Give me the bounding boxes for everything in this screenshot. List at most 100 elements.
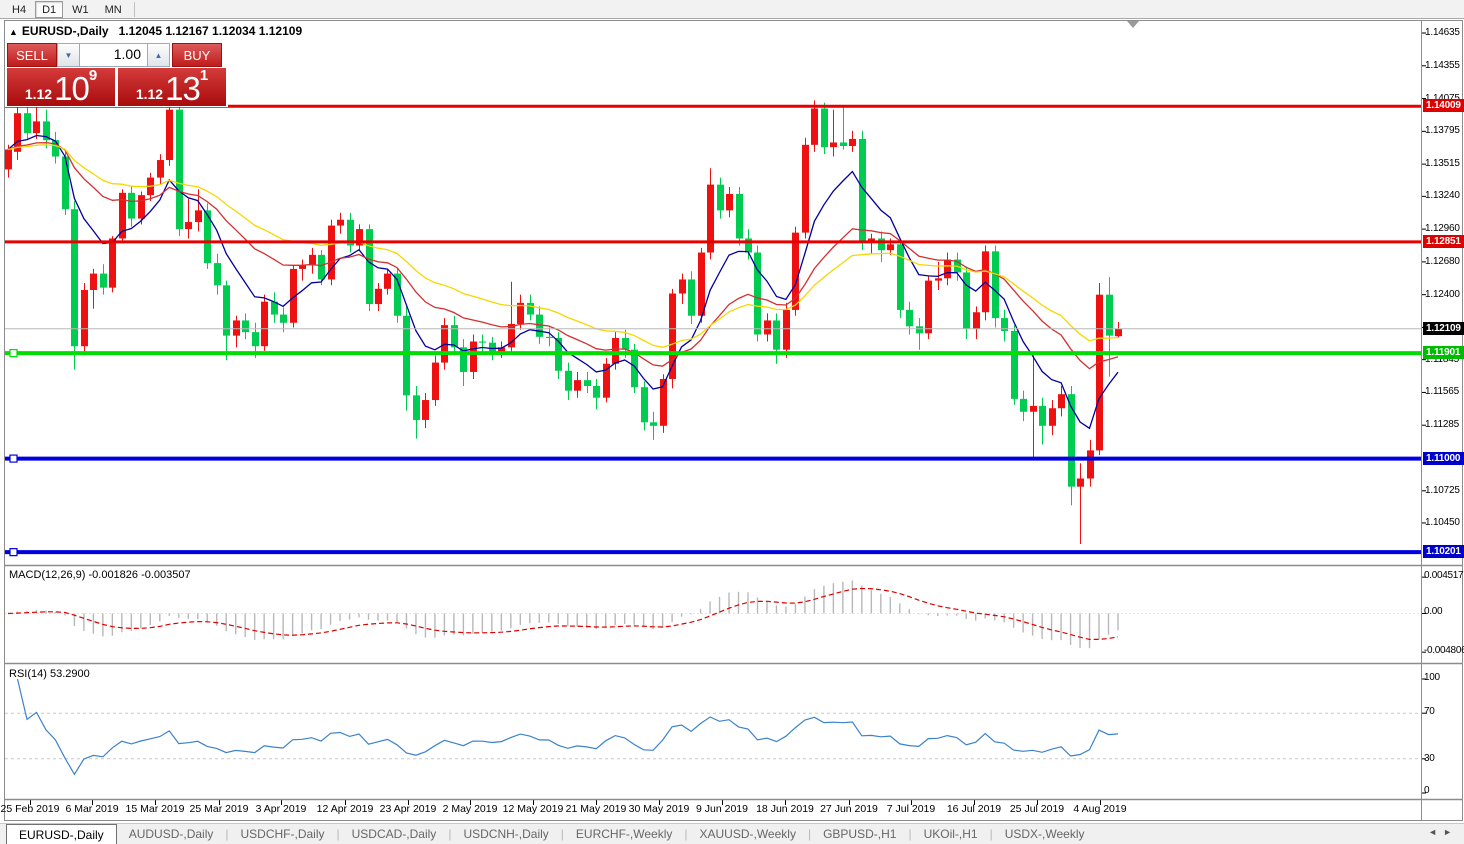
buy-price-box[interactable]: 1.12 13 1 xyxy=(118,68,226,106)
tab-separator: | xyxy=(908,827,912,841)
macd-values: -0.001826 -0.003507 xyxy=(88,569,191,581)
tab-separator: | xyxy=(989,827,993,841)
timeframe-mn-button[interactable]: MN xyxy=(98,1,129,18)
date-axis-label: 6 Mar 2019 xyxy=(65,803,119,815)
chart-tab-eurusd-daily[interactable]: EURUSD-,Daily xyxy=(6,824,117,844)
chart-tab-eurchf-weekly[interactable]: EURCHF-,Weekly xyxy=(575,827,673,841)
chart-symbol-period: EURUSD-,Daily xyxy=(21,24,109,38)
volume-decrease-button[interactable]: ▼ xyxy=(57,43,80,67)
price-level-label: 1.10201 xyxy=(1423,545,1464,559)
date-axis-label: 9 Jun 2019 xyxy=(696,803,748,815)
rsi-value: 53.2900 xyxy=(49,668,90,680)
rsi-scale-0: 0 xyxy=(1424,785,1430,796)
tab-separator: | xyxy=(336,827,340,841)
price-axis-tick: 1.14355 xyxy=(1425,59,1460,71)
tab-separator: | xyxy=(560,827,564,841)
macd-title: MACD(12,26,9) xyxy=(9,569,86,581)
rsi-scale-100: 100 xyxy=(1424,672,1440,683)
date-axis-label: 25 Mar 2019 xyxy=(189,803,249,815)
date-axis-label: 23 Apr 2019 xyxy=(379,803,437,815)
panel-borders xyxy=(5,21,1462,820)
chart-tab-xauusd-weekly[interactable]: XAUUSD-,Weekly xyxy=(699,827,796,841)
date-axis-label: 16 Jul 2019 xyxy=(946,803,1002,815)
chevron-up-icon: ▲ xyxy=(154,50,163,60)
chart-tabs-bar: EURUSD-,Daily AUDUSD-,Daily | USDCHF-,Daily… xyxy=(0,823,1464,844)
sell-button[interactable]: SELL xyxy=(7,43,57,67)
sell-price-prefix: 1.12 xyxy=(24,86,53,102)
rsi-scale-70: 70 xyxy=(1424,706,1435,717)
date-axis-label: 4 Aug 2019 xyxy=(1073,803,1127,815)
buy-price-prefix: 1.12 xyxy=(135,86,164,102)
price-axis-tick: 1.10450 xyxy=(1425,516,1460,528)
date-axis-label: 15 Mar 2019 xyxy=(125,803,185,815)
timeframe-toolbar: H4 D1 W1 MN xyxy=(0,0,1464,19)
date-axis-label: 25 Jul 2019 xyxy=(1009,803,1065,815)
date-axis-label: 27 Jun 2019 xyxy=(820,803,878,815)
price-axis-tick: 1.12960 xyxy=(1425,223,1460,235)
price-axis-tick: 1.10725 xyxy=(1425,484,1460,496)
one-click-trading-panel: SELL ▼ 1.00 ▲ BUY 1.12 10 9 1.12 13 1 xyxy=(5,41,228,107)
price-axis-tick: 1.12680 xyxy=(1425,255,1460,267)
price-axis-tick: 1.11845 xyxy=(1425,353,1460,365)
price-axis-tick: 1.14075 xyxy=(1425,92,1460,104)
toolbar-separator xyxy=(133,1,135,17)
rsi-layer xyxy=(5,678,1426,794)
chart-tab-usdx-weekly[interactable]: USDX-,Weekly xyxy=(1004,827,1085,841)
date-axis-label: 2 May 2019 xyxy=(442,803,498,815)
price-axis-tick: 1.13240 xyxy=(1425,190,1460,202)
rsi-title: RSI(14) xyxy=(9,668,47,680)
date-axis-label: 30 May 2019 xyxy=(628,803,690,815)
chart-window-frame xyxy=(4,20,1463,821)
date-axis-label: 7 Jul 2019 xyxy=(886,803,936,815)
chart-ohlc-values: 1.12045 1.12167 1.12034 1.12109 xyxy=(118,24,303,38)
sell-price-sup: 9 xyxy=(88,67,98,84)
price-level-label: 1.11901 xyxy=(1423,346,1464,360)
volume-input[interactable]: 1.00 xyxy=(80,43,147,67)
timeframe-h4-button[interactable]: H4 xyxy=(5,1,33,18)
timeframe-d1-button[interactable]: D1 xyxy=(35,0,64,18)
tabs-navigation: ◄► xyxy=(1428,827,1458,837)
date-axis-label: 25 Feb 2019 xyxy=(0,803,60,815)
volume-increase-button[interactable]: ▲ xyxy=(147,43,170,67)
chart-tab-audusd-daily[interactable]: AUDUSD-,Daily xyxy=(128,827,214,841)
moving-averages-layer xyxy=(7,134,1119,430)
chart-tab-usdchf-daily[interactable]: USDCHF-,Daily xyxy=(240,827,325,841)
date-axis-label: 3 Apr 2019 xyxy=(255,803,307,815)
macd-layer xyxy=(5,576,1426,653)
macd-scale-max: 0.004517 xyxy=(1424,570,1464,581)
chart-tab-usdcad-daily[interactable]: USDCAD-,Daily xyxy=(351,827,437,841)
chart-tab-ukoil-h1[interactable]: UKOil-,H1 xyxy=(923,827,978,841)
macd-scale-zero: 0.00 xyxy=(1424,606,1443,617)
tab-separator: | xyxy=(807,827,812,841)
collapse-icon[interactable]: ▲ xyxy=(9,27,18,37)
tabs-scroll-left-icon[interactable]: ◄ xyxy=(1428,827,1444,837)
date-axis-label: 12 Apr 2019 xyxy=(316,803,374,815)
tabs-scroll-right-icon[interactable]: ► xyxy=(1443,827,1458,837)
price-axis-tick: 1.13795 xyxy=(1425,125,1460,137)
price-axis-tick: 1.12400 xyxy=(1425,288,1460,300)
buy-price-sup: 1 xyxy=(199,67,209,84)
price-level-label: 1.12109 xyxy=(1423,321,1464,335)
horizontal-level-lines[interactable] xyxy=(5,104,1421,557)
price-level-label: 1.11000 xyxy=(1423,451,1464,465)
buy-button[interactable]: BUY xyxy=(172,43,222,67)
chart-title: ▲ EURUSD-,Daily 1.12045 1.12167 1.12034 1.… xyxy=(9,24,302,38)
price-level-label: 1.12851 xyxy=(1423,234,1464,248)
tab-separator: | xyxy=(684,827,688,841)
tab-separator: | xyxy=(225,827,229,841)
candles-layer xyxy=(5,94,1122,545)
chevron-down-icon: ▼ xyxy=(64,50,73,60)
macd-indicator-label: MACD(12,26,9) -0.001826 -0.003507 xyxy=(9,569,191,581)
price-level-label: 1.14009 xyxy=(1423,99,1464,113)
price-axis-tick: 1.13515 xyxy=(1425,158,1460,170)
tab-separator: | xyxy=(448,827,452,841)
chart-tab-gbpusd-h1[interactable]: GBPUSD-,H1 xyxy=(823,827,897,841)
timeframe-w1-button[interactable]: W1 xyxy=(65,1,96,18)
chart-tab-usdcnh-daily[interactable]: USDCNH-,Daily xyxy=(463,827,549,841)
rsi-indicator-label: RSI(14) 53.2900 xyxy=(9,668,90,680)
sell-price-big: 10 xyxy=(54,70,90,107)
sell-price-box[interactable]: 1.12 10 9 xyxy=(7,68,115,106)
price-axis-tick: 1.11285 xyxy=(1425,419,1460,431)
last-bar-marker-icon xyxy=(1127,21,1139,28)
